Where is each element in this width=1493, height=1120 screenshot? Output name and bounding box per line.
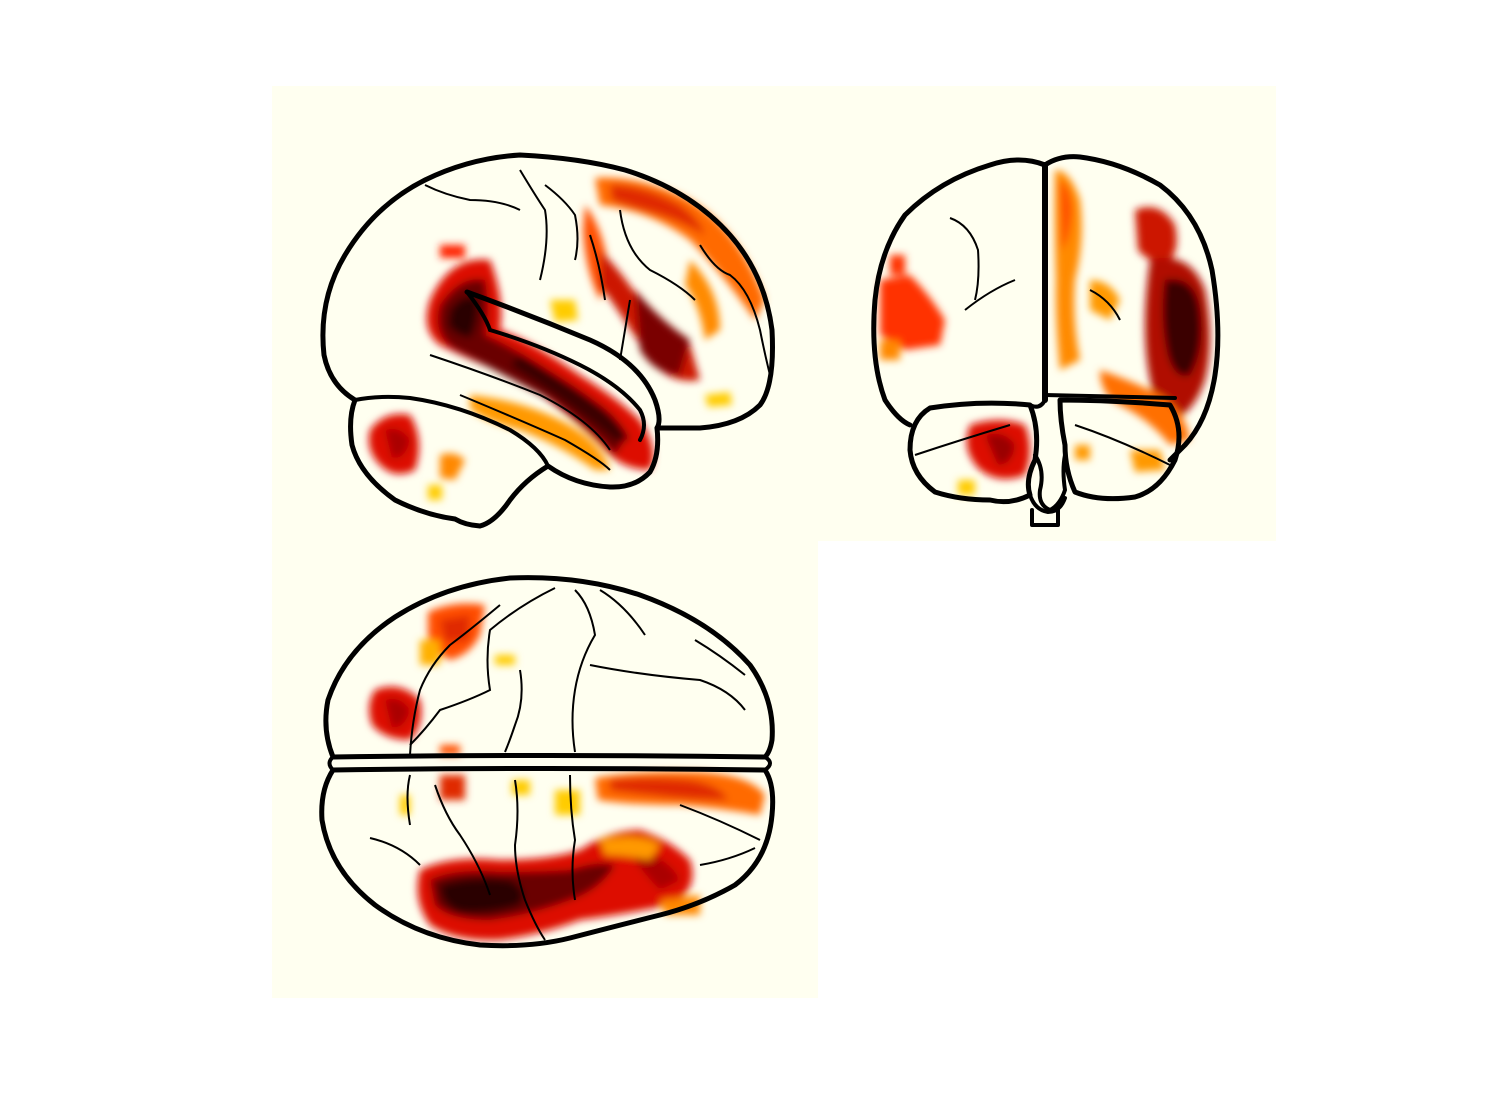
coronal-view <box>874 157 1218 525</box>
axial-activation-blobs <box>369 604 765 941</box>
sagittal-view <box>323 155 773 526</box>
sagittal-activation-blobs <box>369 178 765 500</box>
axial-view <box>322 578 773 946</box>
